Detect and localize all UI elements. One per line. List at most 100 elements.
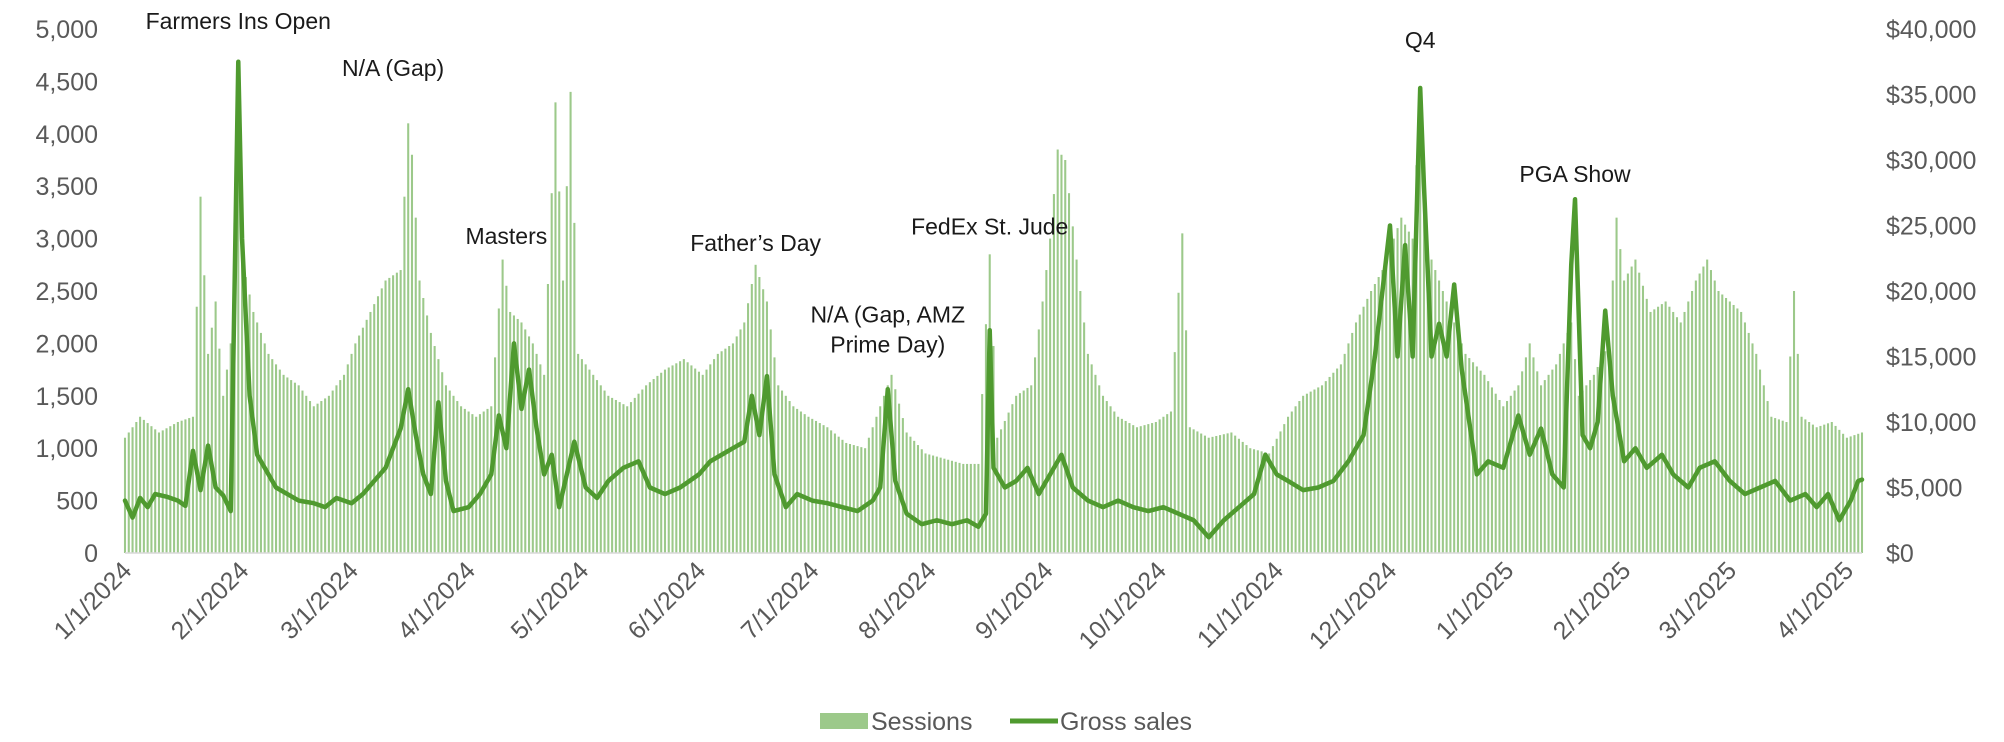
sessions-bar <box>1324 381 1327 553</box>
sessions-bar <box>1173 352 1176 553</box>
sessions-bar <box>966 463 969 553</box>
x-tick-label: 4/1/2024 <box>392 556 481 645</box>
sessions-bar <box>173 424 176 553</box>
sessions-bar <box>467 411 470 553</box>
sessions-bar <box>1694 280 1697 553</box>
x-tick-label: 8/1/2024 <box>853 556 942 645</box>
sessions-bar <box>244 277 247 553</box>
annotation-line: PGA Show <box>1519 161 1631 187</box>
annotation-line: FedEx St. Jude <box>911 213 1068 239</box>
sessions-bar <box>1154 422 1157 553</box>
sessions-bar <box>1717 291 1720 553</box>
annotation-label: Farmers Ins Open <box>146 8 331 34</box>
sessions-bar <box>909 436 912 553</box>
sessions-bar <box>1709 270 1712 553</box>
sessions-bar <box>150 426 153 553</box>
sessions-bar <box>890 374 893 553</box>
sessions-bar <box>1490 387 1493 553</box>
x-tick-label: 2/1/2024 <box>166 556 255 645</box>
sessions-bar <box>1392 238 1395 553</box>
sessions-bar <box>898 403 901 553</box>
sessions-bar <box>290 380 293 553</box>
sessions-bar <box>671 365 674 553</box>
sessions-bar <box>388 277 391 553</box>
sessions-bar <box>1101 395 1105 553</box>
sessions-bar <box>1166 414 1169 553</box>
sessions-bar <box>1071 226 1074 553</box>
annotations: Farmers Ins Open N/A (Gap) Masters Father’s… <box>146 8 1631 357</box>
sessions-bar <box>350 353 353 553</box>
sessions-bar <box>1162 416 1165 553</box>
sessions-bar <box>456 401 459 553</box>
sessions-bar <box>1596 366 1599 553</box>
sessions-bar <box>241 259 244 553</box>
sessions-bar <box>765 301 768 553</box>
sessions-bar <box>1585 385 1588 553</box>
sessions-bar <box>490 406 493 553</box>
sessions-bar <box>1615 217 1618 553</box>
sessions-bar <box>1388 249 1392 553</box>
sessions-bar <box>1792 291 1796 553</box>
sessions-bar <box>1555 364 1558 553</box>
annotation-label: N/A (Gap, AMZ Prime Day) <box>810 301 965 357</box>
sessions-bar <box>1815 427 1818 553</box>
sessions-bar <box>1664 301 1667 553</box>
sessions-bar <box>558 191 561 553</box>
x-tick-label: 1/1/2025 <box>1431 556 1520 645</box>
sessions-bar <box>1139 426 1142 553</box>
x-tick-label: 10/1/2024 <box>1073 556 1172 655</box>
sessions-bar <box>1313 389 1316 553</box>
sessions-bar <box>1105 401 1108 553</box>
sessions-bar <box>392 275 395 553</box>
sessions-bar <box>1256 450 1259 553</box>
x-tick-label: 7/1/2024 <box>736 556 825 645</box>
sessions-bar <box>1192 429 1195 553</box>
sessions-bar <box>1056 149 1059 553</box>
x-tick-label: 11/1/2024 <box>1192 556 1289 653</box>
sessions-bar <box>713 359 716 553</box>
sessions-bar <box>1857 433 1860 553</box>
y-right-tick-label: $20,000 <box>1886 278 1976 306</box>
sessions-bar <box>1298 401 1301 553</box>
sessions-bar <box>1234 435 1237 553</box>
sessions-bar <box>1030 385 1033 553</box>
sessions-bar <box>248 294 251 553</box>
sessions-bar <box>1468 358 1471 553</box>
sessions-bar <box>1067 193 1071 553</box>
sessions-bar <box>1211 436 1214 553</box>
sessions-bar <box>403 196 406 553</box>
sessions-bar <box>569 91 572 553</box>
sessions-bar <box>1751 343 1754 553</box>
y-axis-left: 0 500 1,000 1,500 2,000 2,500 3,000 3,500 4,000 4… <box>35 16 98 568</box>
sessions-bar <box>1781 420 1784 553</box>
sessions-bar <box>365 319 368 553</box>
sessions-bar <box>1215 435 1218 553</box>
sessions-bar <box>1411 238 1414 553</box>
sessions-bar <box>916 445 920 553</box>
sessions-bar <box>1502 406 1505 553</box>
sessions-bar <box>471 414 474 553</box>
sessions-bar <box>811 418 814 553</box>
sessions-bar <box>807 416 810 553</box>
sessions-bar <box>1649 311 1652 553</box>
sessions-bar <box>210 327 213 553</box>
sessions-bar <box>346 364 349 553</box>
sessions-bar <box>913 440 916 553</box>
sessions-bar <box>1808 422 1811 553</box>
sessions-bar <box>607 395 610 553</box>
sessions-bar <box>301 390 304 553</box>
sessions-bar <box>592 374 595 553</box>
sessions-bar <box>947 459 950 553</box>
sessions-bar <box>1377 277 1380 553</box>
legend-sessions-label: Sessions <box>871 708 972 736</box>
sessions-bar <box>626 406 629 553</box>
sessions-bar <box>826 427 829 553</box>
y-right-tick-label: $15,000 <box>1886 344 1976 372</box>
sessions-bar <box>1747 332 1750 553</box>
sessions-bar <box>520 322 523 553</box>
sessions-bar <box>169 426 172 553</box>
sessions-bar <box>1094 374 1097 553</box>
sessions-bar <box>1759 369 1762 553</box>
sessions-bar <box>1830 422 1833 553</box>
